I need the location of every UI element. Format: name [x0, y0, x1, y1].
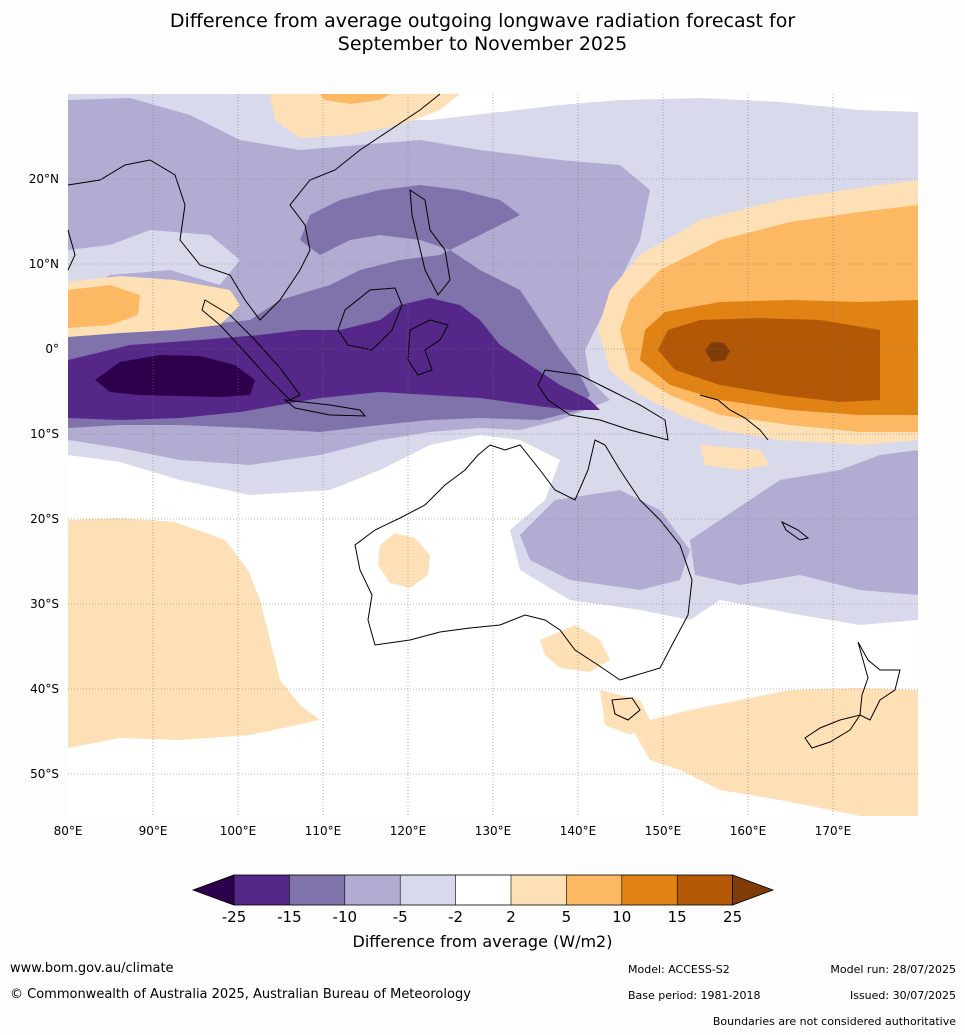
colorbar-swatch: [234, 875, 290, 905]
borneo-coastline: [337, 287, 403, 351]
colorbar-swatch: [344, 875, 401, 905]
colorbar-frame: [233, 874, 734, 906]
colorbar-label: Difference from average (W/m2): [352, 932, 613, 951]
new-guinea-coastline: [537, 369, 669, 441]
colorbar-tick: 5: [562, 908, 572, 926]
lon-label: 100°E: [220, 824, 257, 838]
anomaly-shading: [68, 94, 918, 816]
lon-label: 110°E: [305, 824, 342, 838]
colorbar-extend-high: [732, 874, 775, 906]
colorbar-tick: 2: [506, 908, 516, 926]
tasmania-coastline: [611, 697, 641, 721]
title-line-1: Difference from average outgoing longwav…: [169, 10, 796, 32]
colorbar-swatch: [677, 875, 733, 905]
map-title: Difference from average outgoing longwav…: [0, 10, 965, 56]
new-caledonia-coastline: [780, 520, 810, 541]
lat-label: 20°N: [29, 172, 59, 186]
anomaly-region-orange-north: [320, 94, 390, 104]
lat-label: 50°S: [30, 767, 59, 781]
anomaly-region-light-orange-south: [540, 625, 918, 816]
java-coastline: [283, 399, 367, 417]
lon-label: 140°E: [560, 824, 597, 838]
lat-label: 10°N: [29, 257, 59, 271]
colorbar-tick: 15: [668, 908, 687, 926]
footer-disclaimer: Boundaries are not considered authoritat…: [712, 1015, 956, 1028]
anomaly-region-orange-west: [68, 285, 140, 328]
footer-url: www.bom.gov.au/climate: [10, 961, 174, 976]
colorbar-ticks: -25 -15 -10 -5 -2 2 5 10 15 25: [222, 908, 742, 926]
colorbar-swatch: [289, 875, 345, 905]
lon-label: 80°E: [54, 824, 83, 838]
footer-copyright: © Commonwealth of Australia 2025, Austra…: [10, 987, 471, 1002]
solomon-islands-coastline: [699, 394, 769, 441]
footer-issued: Issued: 30/07/2025: [849, 989, 956, 1002]
new-zealand-south-coastline: [804, 714, 862, 749]
colorbar-tick: -25: [222, 908, 247, 926]
lat-label: 30°S: [30, 597, 59, 611]
coastlines: [67, 93, 901, 749]
colorbar-tick: -2: [448, 908, 463, 926]
philippines-coastline: [409, 189, 451, 296]
footer-model: Model: ACCESS-S2: [628, 963, 730, 976]
lat-label: 40°S: [30, 682, 59, 696]
lon-label: 90°E: [139, 824, 168, 838]
colorbar-extend-low: [191, 874, 235, 906]
lon-label: 170°E: [815, 824, 852, 838]
lon-label: 160°E: [730, 824, 767, 838]
colorbar-tick: 25: [723, 908, 742, 926]
longitude-labels: 80°E 90°E 100°E 110°E 120°E 130°E 140°E …: [54, 824, 852, 838]
lat-label: 10°S: [30, 427, 59, 441]
sulawesi-coastline: [407, 319, 449, 376]
lat-label: 0°: [45, 342, 59, 356]
anomaly-region-light-orange-southwest: [68, 518, 320, 748]
latitude-labels: 20°N 10°N 0° 10°S 20°S 30°S 40°S 50°S: [29, 172, 59, 781]
colorbar-swatch: [455, 875, 511, 905]
title-line-2: September to November 2025: [337, 33, 628, 55]
colorbar-tick: 10: [612, 908, 631, 926]
asia-mainland-coastline: [67, 93, 441, 321]
colorbar-tick: -15: [277, 908, 302, 926]
colorbar: -25 -15 -10 -5 -2 2 5 10 15 25: [191, 874, 775, 926]
anomaly-region-brown-pacific: [658, 318, 880, 402]
colorbar-swatch: [566, 875, 622, 905]
colorbar-swatch: [511, 875, 567, 905]
anomaly-region-deepest-purple: [95, 355, 255, 397]
anomaly-region-dark-brown-core: [705, 342, 730, 362]
lon-label: 150°E: [645, 824, 682, 838]
footer-model-run: Model run: 28/07/2025: [830, 963, 956, 976]
colorbar-dividers: [289, 875, 678, 905]
anomaly-region-light-orange-inland: [378, 533, 430, 588]
lon-label: 130°E: [475, 824, 512, 838]
lon-label: 120°E: [390, 824, 427, 838]
colorbar-tick: -10: [333, 908, 358, 926]
lat-label: 20°S: [30, 512, 59, 526]
australia-coastline: [354, 439, 693, 681]
colorbar-swatch: [400, 875, 456, 905]
india-coastline: [67, 229, 76, 271]
anomaly-region-light-orange-north: [270, 94, 460, 138]
sumatra-coastline: [201, 299, 301, 401]
colorbar-swatch: [621, 875, 678, 905]
footer-base-period: Base period: 1981-2018: [628, 989, 761, 1002]
colorbar-tick: -5: [393, 908, 408, 926]
new-zealand-north-coastline: [857, 641, 901, 721]
graticule: [68, 94, 918, 816]
